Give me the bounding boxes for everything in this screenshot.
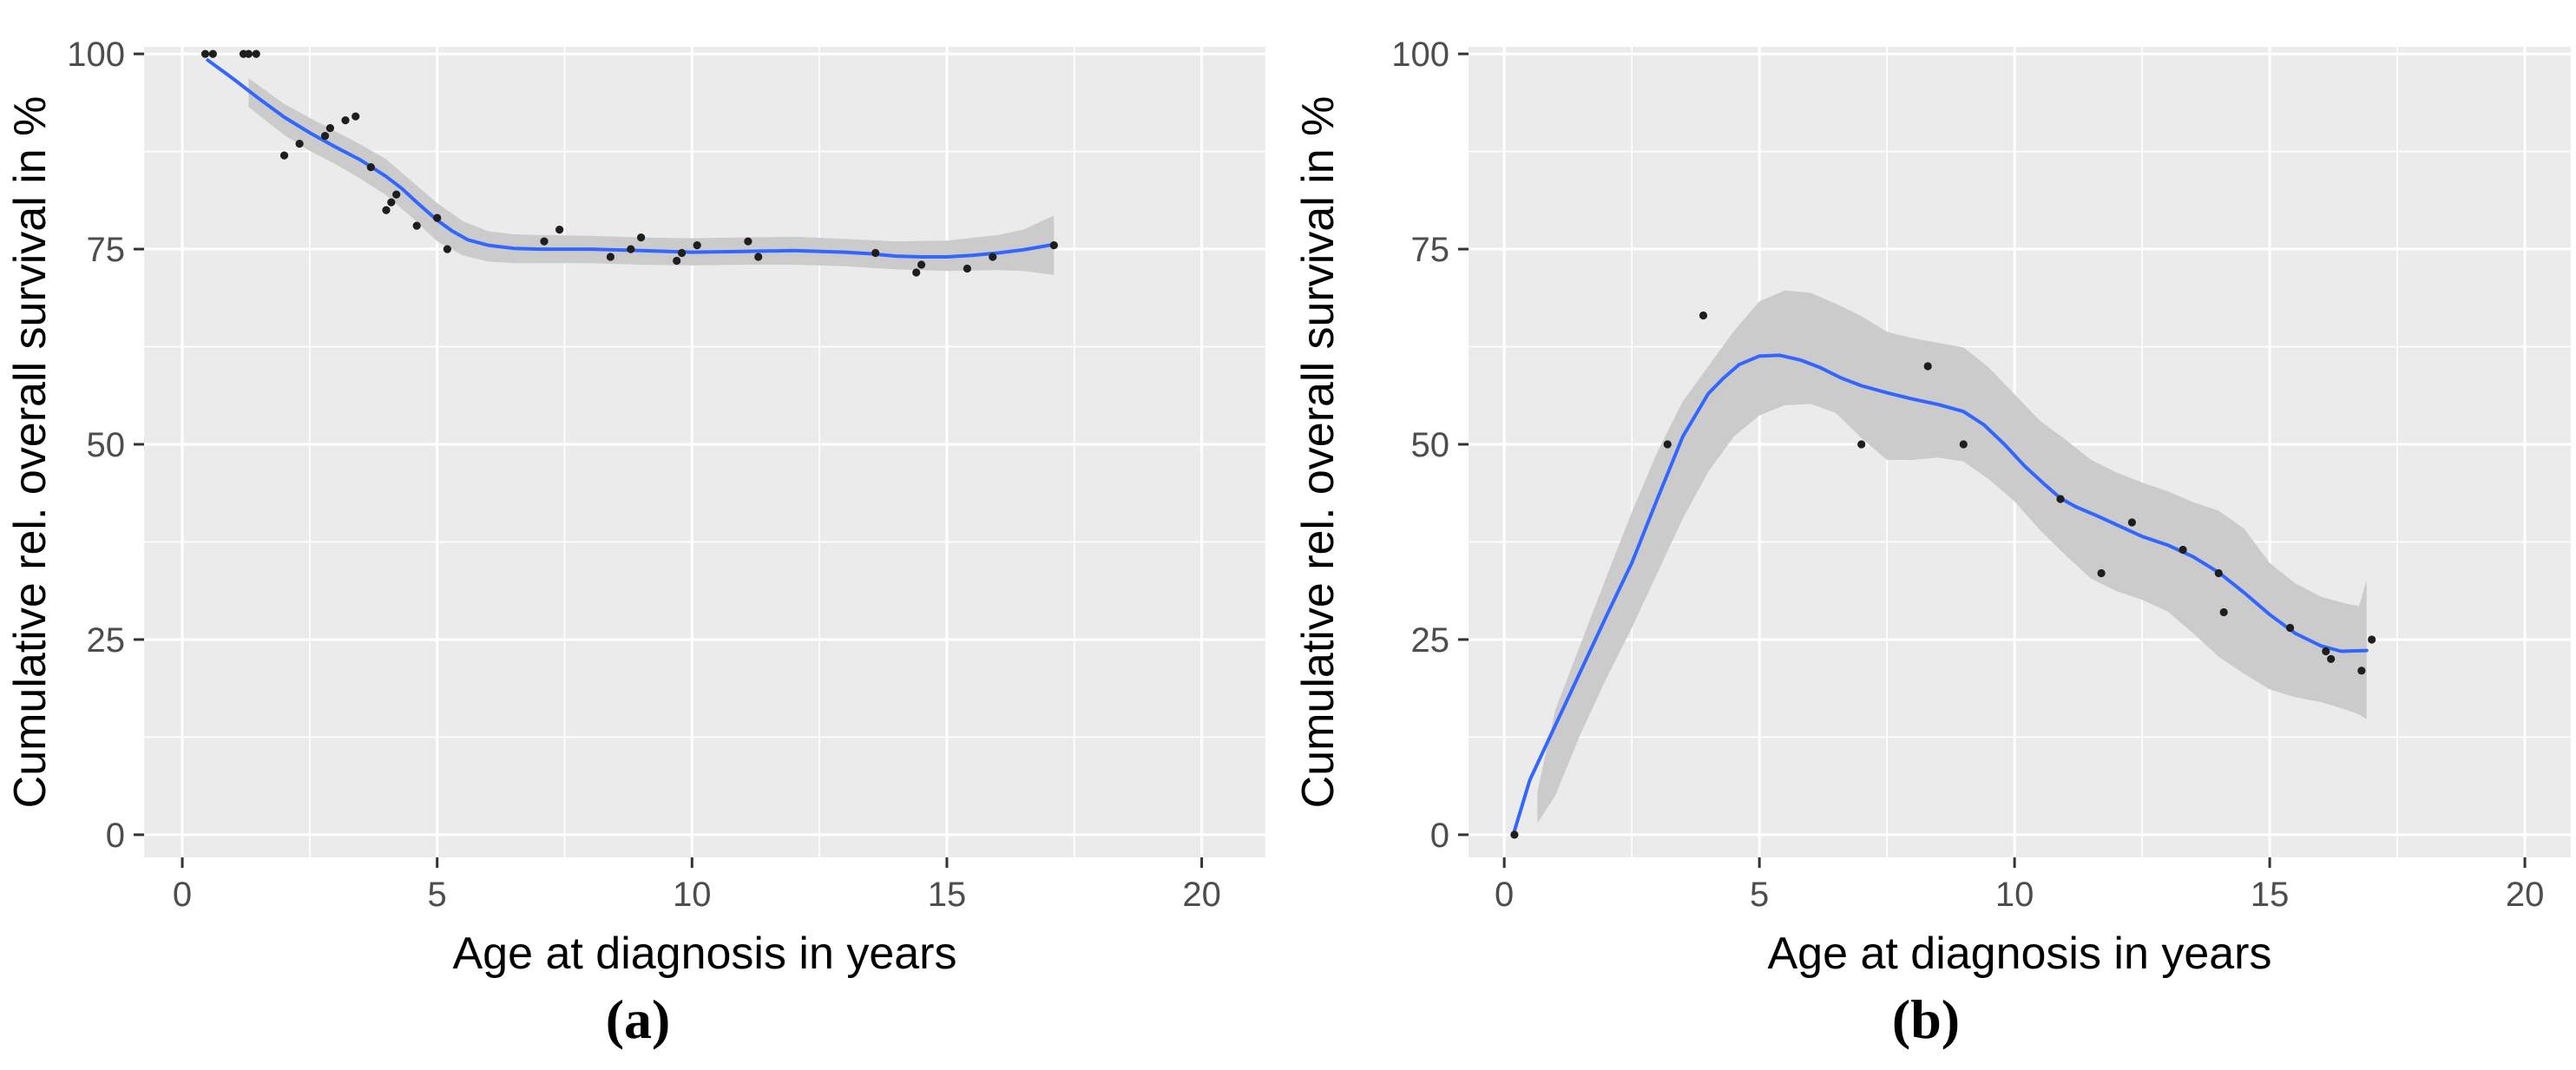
data-point xyxy=(540,237,549,246)
data-point xyxy=(1857,440,1866,449)
survival-chart-a-svg: 0 5 10 15 20 0 25 50 75 100 Age at diagnosis in ye… xyxy=(5,36,1265,1050)
data-point xyxy=(555,226,564,234)
y-tick-label: 25 xyxy=(1411,621,1450,660)
x-axis-title: Age at diagnosis in years xyxy=(1767,929,2271,979)
data-point xyxy=(2327,654,2336,664)
x-tick-label: 5 xyxy=(428,876,447,914)
data-point xyxy=(433,213,442,222)
data-point xyxy=(208,49,217,58)
x-tick-label: 0 xyxy=(173,876,192,914)
data-point xyxy=(320,132,330,141)
data-point xyxy=(1959,440,1968,449)
data-point xyxy=(2056,495,2065,503)
y-tick-label: 100 xyxy=(67,36,125,74)
x-axis-title: Age at diagnosis in years xyxy=(452,929,956,979)
data-point xyxy=(871,248,880,258)
data-point xyxy=(443,245,451,253)
data-point xyxy=(989,253,997,261)
y-tick-label: 75 xyxy=(87,231,126,269)
data-point xyxy=(693,241,701,250)
survival-chart-b-svg: 0 5 10 15 20 0 25 50 75 100 Age at diagnosis in ye… xyxy=(1293,36,2571,1050)
data-point xyxy=(252,49,260,58)
x-tick-label: 5 xyxy=(1750,876,1769,914)
data-point xyxy=(678,248,687,258)
y-tick-label: 75 xyxy=(1411,231,1450,269)
panel-caption: (a) xyxy=(606,988,671,1050)
y-tick-label: 50 xyxy=(1411,426,1450,464)
data-point xyxy=(754,253,763,261)
data-point xyxy=(341,116,350,125)
data-point xyxy=(917,260,926,269)
data-point xyxy=(2368,635,2376,644)
y-axis-title: Cumulative rel. overall survival in % xyxy=(1293,96,1344,809)
data-point xyxy=(1699,311,1708,320)
data-point xyxy=(2219,607,2228,617)
data-point xyxy=(2322,647,2330,656)
x-tick-label: 15 xyxy=(2251,876,2290,914)
data-point xyxy=(1510,830,1519,839)
y-tick-label: 100 xyxy=(1391,36,1449,74)
x-tick-label: 20 xyxy=(1182,876,1221,914)
data-point xyxy=(2097,568,2106,578)
data-point xyxy=(2178,545,2187,555)
data-point xyxy=(412,221,421,230)
x-tick-label: 10 xyxy=(1995,876,2034,914)
y-tick-label: 0 xyxy=(1430,817,1449,855)
x-tick-label: 0 xyxy=(1495,876,1514,914)
smooth-line xyxy=(206,58,1056,259)
data-point xyxy=(2286,623,2295,633)
data-point xyxy=(2214,568,2223,578)
y-tick-label: 25 xyxy=(87,621,126,660)
confidence-band xyxy=(248,78,1055,275)
data-point xyxy=(1923,362,1932,371)
data-point xyxy=(382,206,391,214)
y-tick-label: 0 xyxy=(106,817,125,855)
chart-panel-b: 0 5 10 15 20 0 25 50 75 100 Age at diagnosis in ye… xyxy=(1288,0,2576,1070)
data-point xyxy=(963,264,971,273)
data-point xyxy=(392,190,401,199)
confidence-band xyxy=(1537,290,2367,824)
data-point xyxy=(744,237,752,246)
data-point xyxy=(912,268,921,277)
panel-caption: (b) xyxy=(1892,988,1960,1050)
x-tick-label: 15 xyxy=(928,876,967,914)
data-point xyxy=(387,198,396,207)
data-point xyxy=(2127,518,2136,527)
data-point xyxy=(673,256,681,266)
data-point xyxy=(295,140,304,148)
plot-panel xyxy=(144,47,1265,857)
data-point xyxy=(200,49,210,58)
data-point xyxy=(1663,440,1672,449)
data-point xyxy=(366,163,375,172)
data-point xyxy=(352,112,360,121)
data-point xyxy=(1049,241,1058,250)
data-point xyxy=(606,253,615,261)
x-tick-label: 20 xyxy=(2506,876,2545,914)
smooth-line xyxy=(1512,353,2369,833)
data-point xyxy=(637,233,646,242)
data-point xyxy=(2357,666,2366,675)
data-point xyxy=(244,49,253,58)
data-point xyxy=(279,151,289,160)
y-tick-label: 50 xyxy=(87,426,126,464)
data-point xyxy=(627,245,635,253)
x-tick-label: 10 xyxy=(673,876,712,914)
data-point xyxy=(325,124,334,133)
y-axis-title: Cumulative rel. overall survival in % xyxy=(5,96,56,809)
chart-panel-a: 0 5 10 15 20 0 25 50 75 100 Age at diagnosis in ye… xyxy=(5,36,1265,1050)
